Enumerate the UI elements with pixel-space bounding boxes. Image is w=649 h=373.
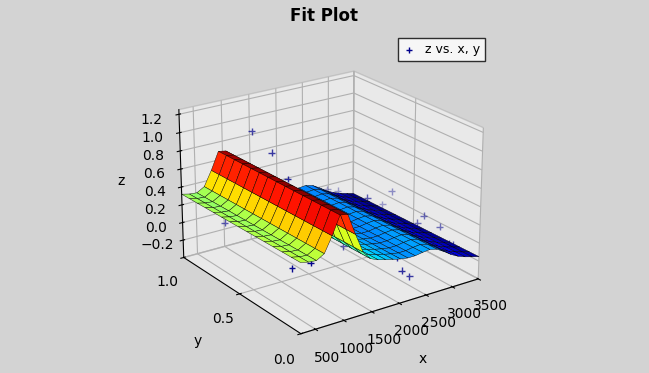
Legend: z vs. x, y: z vs. x, y [398, 38, 485, 61]
Y-axis label: y: y [193, 334, 201, 348]
Title: Fit Plot: Fit Plot [291, 7, 358, 25]
X-axis label: x: x [419, 352, 427, 366]
